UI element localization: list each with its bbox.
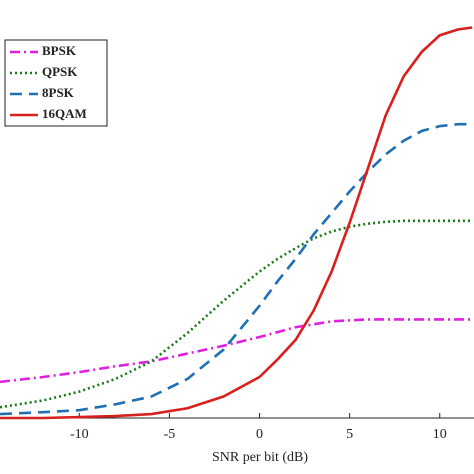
x-tick-label: 0: [256, 427, 263, 442]
x-tick-label: 10: [433, 427, 447, 442]
x-tick-label: 5: [346, 427, 353, 442]
series-line: [0, 122, 473, 416]
series-line: [0, 219, 473, 409]
legend-label: BPSK: [42, 43, 77, 58]
legend-label: 8PSK: [42, 85, 75, 100]
legend: BPSK QPSK 8PSK 16QAM: [4, 39, 108, 127]
legend-label: QPSK: [42, 64, 78, 79]
legend-label: 16QAM: [42, 106, 87, 121]
legend-box: [4, 39, 108, 127]
series-line: [0, 318, 473, 384]
x-tick-label: -5: [164, 427, 176, 442]
x-axis-label: SNR per bit (dB): [212, 450, 308, 465]
series-line: [0, 26, 473, 420]
x-tick-label: -10: [70, 427, 89, 442]
